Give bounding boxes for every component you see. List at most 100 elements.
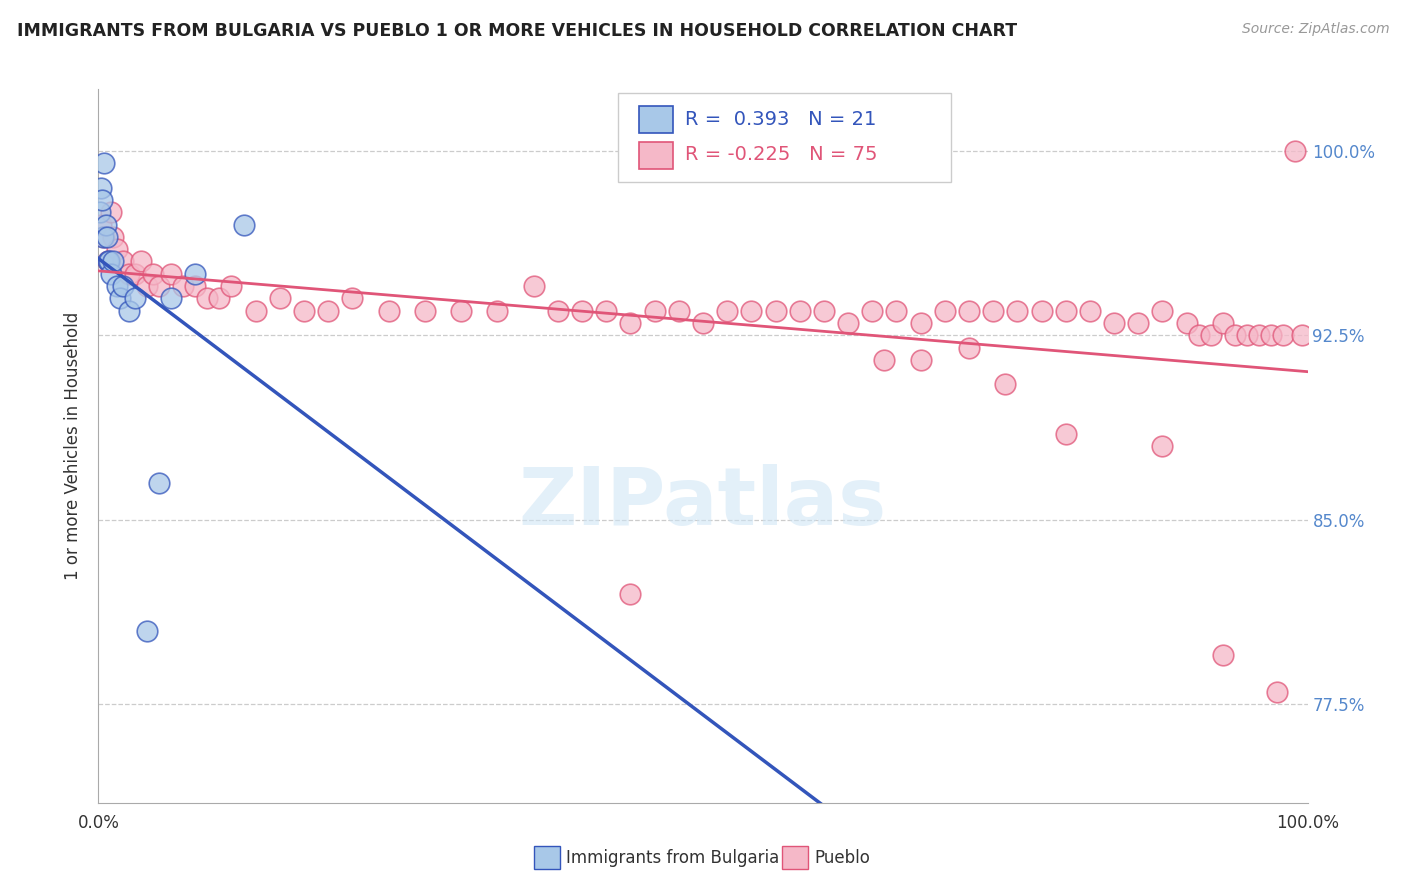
Point <box>100 267 122 281</box>
Text: Immigrants from Bulgaria: Immigrants from Bulgaria <box>567 849 779 867</box>
Point <box>377 303 399 318</box>
Point <box>97 254 120 268</box>
Text: Source: ZipAtlas.com: Source: ZipAtlas.com <box>1241 22 1389 37</box>
Point <box>595 303 617 318</box>
Point <box>1284 144 1306 158</box>
Point <box>716 303 738 318</box>
Point <box>89 205 111 219</box>
Point <box>93 230 115 244</box>
Point <box>105 279 128 293</box>
Point <box>184 279 207 293</box>
Bar <box>534 847 561 869</box>
Point <box>957 303 980 318</box>
Point <box>1249 328 1271 343</box>
Point <box>118 303 141 318</box>
Point <box>1260 328 1282 343</box>
Point <box>547 303 569 318</box>
Point <box>342 291 364 305</box>
Point <box>135 279 157 293</box>
Point <box>90 180 112 194</box>
Text: R =  0.393   N = 21: R = 0.393 N = 21 <box>685 110 876 128</box>
Point <box>1175 316 1198 330</box>
Point <box>135 624 157 638</box>
Point <box>208 291 231 305</box>
Point <box>740 303 762 318</box>
Point <box>1128 316 1150 330</box>
Point <box>111 254 134 268</box>
Point <box>129 254 152 268</box>
Text: ZIPatlas: ZIPatlas <box>519 464 887 542</box>
Point <box>245 303 267 318</box>
Text: IMMIGRANTS FROM BULGARIA VS PUEBLO 1 OR MORE VEHICLES IN HOUSEHOLD CORRELATION C: IMMIGRANTS FROM BULGARIA VS PUEBLO 1 OR … <box>17 22 1017 40</box>
Point <box>1291 328 1313 343</box>
Point <box>1078 303 1101 318</box>
Point <box>1054 303 1077 318</box>
Point <box>523 279 546 293</box>
Point <box>1199 328 1222 343</box>
Point <box>1152 439 1174 453</box>
Point <box>221 279 243 293</box>
Point <box>142 267 165 281</box>
Point <box>934 303 956 318</box>
Point <box>1102 316 1125 330</box>
Point <box>619 587 641 601</box>
Point <box>1223 328 1246 343</box>
Point <box>111 279 134 293</box>
Point <box>316 303 339 318</box>
Point <box>450 303 472 318</box>
Point <box>101 230 124 244</box>
Point <box>108 291 131 305</box>
Point <box>789 303 811 318</box>
Point <box>486 303 509 318</box>
Point <box>148 279 170 293</box>
Point <box>994 377 1017 392</box>
Point <box>1188 328 1211 343</box>
Point <box>957 341 980 355</box>
Point <box>668 303 690 318</box>
Point <box>1152 303 1174 318</box>
Text: R = -0.225   N = 75: R = -0.225 N = 75 <box>685 145 877 164</box>
Point <box>118 267 141 281</box>
Point <box>148 475 170 490</box>
Bar <box>638 142 673 169</box>
Point <box>1272 328 1295 343</box>
Point <box>94 218 117 232</box>
Point <box>886 303 908 318</box>
Point <box>269 291 291 305</box>
Point <box>1007 303 1029 318</box>
Point <box>105 242 128 256</box>
Y-axis label: 1 or more Vehicles in Household: 1 or more Vehicles in Household <box>65 312 83 580</box>
Point <box>765 303 787 318</box>
Point <box>413 303 436 318</box>
Point <box>873 352 896 367</box>
Point <box>910 352 932 367</box>
Point <box>160 267 183 281</box>
Point <box>910 316 932 330</box>
Point <box>100 205 122 219</box>
Point <box>97 254 120 268</box>
Point <box>292 303 315 318</box>
Point <box>1267 685 1289 699</box>
Point <box>91 193 114 207</box>
Point <box>195 291 218 305</box>
Point <box>101 254 124 268</box>
Point <box>619 316 641 330</box>
Point <box>124 291 146 305</box>
Point <box>1212 648 1234 662</box>
Point <box>184 267 207 281</box>
Point <box>160 291 183 305</box>
Point <box>571 303 593 318</box>
Point <box>813 303 835 318</box>
Point <box>644 303 666 318</box>
Point <box>172 279 194 293</box>
Point <box>232 218 254 232</box>
FancyBboxPatch shape <box>619 93 950 182</box>
Point <box>1054 426 1077 441</box>
Point <box>96 230 118 244</box>
Point <box>692 316 714 330</box>
Point <box>93 156 115 170</box>
Point <box>837 316 859 330</box>
Text: Pueblo: Pueblo <box>814 849 870 867</box>
Point <box>98 254 121 268</box>
Point <box>981 303 1004 318</box>
